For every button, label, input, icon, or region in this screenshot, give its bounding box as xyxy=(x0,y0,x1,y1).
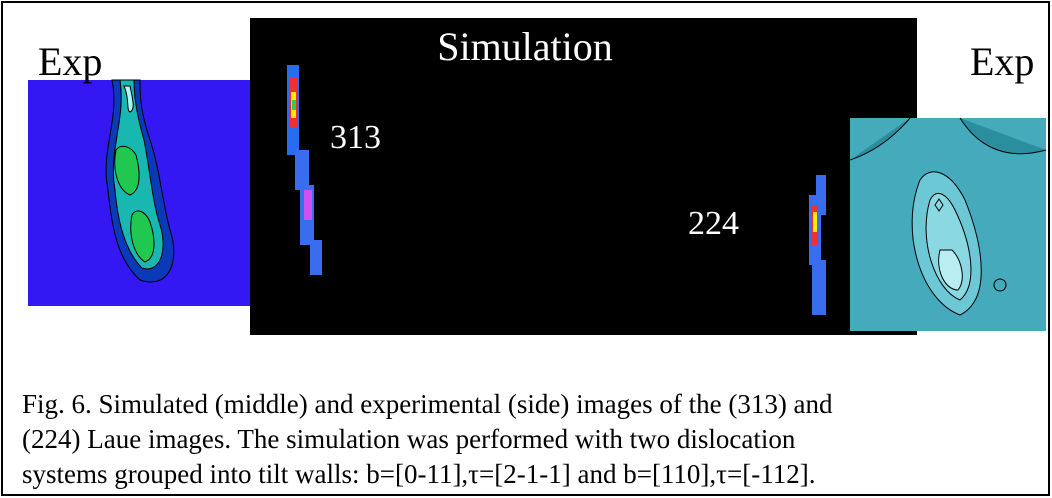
simulation-label: Simulation xyxy=(437,24,613,69)
exp-right-label: Exp xyxy=(970,39,1034,84)
spot-label: 313 xyxy=(330,119,381,156)
exp-left-label: Exp xyxy=(38,39,102,84)
spot-label: 224 xyxy=(688,205,739,242)
exp-right-image xyxy=(850,118,1046,331)
figure: Exp Simulation 313 224 Exp Fig. 6. Simul… xyxy=(0,0,1052,498)
caption-line: Fig. 6. Simulated (middle) and experimen… xyxy=(22,389,833,419)
caption-line: systems grouped into tilt walls: b=[0-11… xyxy=(22,459,815,489)
caption-line: (224) Laue images. The simulation was pe… xyxy=(22,424,796,454)
exp-left-image xyxy=(28,80,250,306)
